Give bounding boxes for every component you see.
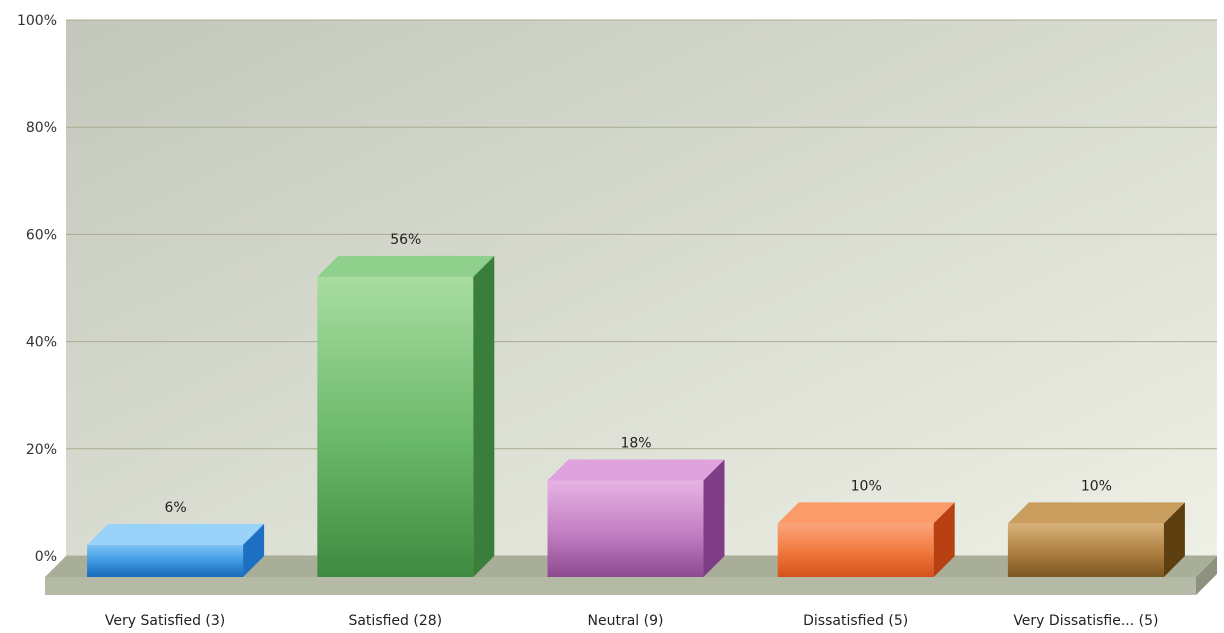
- bar-top: [777, 502, 955, 524]
- bar: [1007, 502, 1185, 577]
- y-tick-label: 40%: [26, 335, 57, 351]
- x-tick-label: Satisfied (28): [348, 613, 442, 629]
- y-tick-label: 60%: [26, 227, 57, 243]
- bar-top: [317, 255, 495, 277]
- y-axis-ticks: 0% 20% 40% 60% 80% 100%: [17, 13, 57, 565]
- value-label: 18%: [620, 436, 651, 452]
- floor-front: [45, 577, 1196, 595]
- y-tick-label: 0%: [35, 549, 57, 565]
- bar-side: [1163, 502, 1185, 577]
- y-tick-label: 20%: [26, 442, 57, 458]
- bar-front: [777, 523, 934, 577]
- y-tick-label: 100%: [17, 13, 57, 29]
- bar-side: [703, 459, 725, 577]
- x-tick-label: Very Satisfied (3): [105, 613, 225, 629]
- value-labels: 6% 56% 18% 10% 10%: [164, 232, 1111, 516]
- y-tick-label: 80%: [26, 120, 57, 136]
- value-label: 56%: [390, 232, 421, 248]
- value-label: 10%: [1081, 478, 1112, 494]
- bar: [777, 502, 955, 577]
- bar-front: [87, 544, 244, 577]
- bar: [547, 459, 725, 577]
- bar-side: [243, 523, 265, 577]
- x-tick-label: Dissatisfied (5): [803, 613, 908, 629]
- x-axis-ticks: Very Satisfied (3) Satisfied (28) Neutral …: [105, 613, 1159, 629]
- floor-side: [1196, 556, 1217, 595]
- bar-front: [1007, 523, 1164, 577]
- x-tick-label: Very Dissatisfie... (5): [1013, 613, 1158, 629]
- bar-top: [547, 459, 725, 481]
- value-label: 6%: [164, 500, 186, 516]
- bar-front: [547, 480, 704, 577]
- x-tick-label: Neutral (9): [588, 613, 664, 629]
- bar-side: [473, 255, 495, 577]
- bars: [87, 255, 1185, 577]
- bar-front: [317, 276, 474, 577]
- bar-top: [87, 523, 265, 545]
- bar: [317, 255, 495, 577]
- bar-top: [1007, 502, 1185, 524]
- bar: [87, 523, 265, 577]
- bar-side: [933, 502, 955, 577]
- value-label: 10%: [851, 478, 882, 494]
